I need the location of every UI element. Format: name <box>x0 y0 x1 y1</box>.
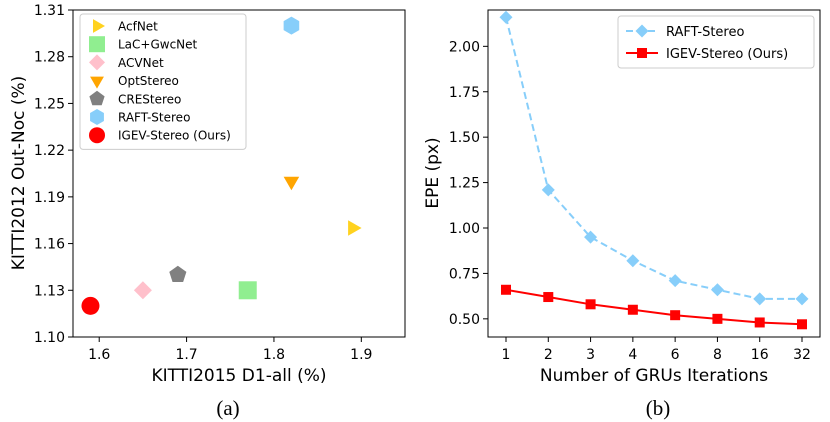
scatter-x-tick-label: 1.6 <box>88 347 110 363</box>
line-series <box>499 10 809 330</box>
line-y-tick-label: 1.25 <box>449 176 480 192</box>
scatter-x-ticks: 1.6 1.7 1.8 1.9 <box>88 337 372 363</box>
series-line-igev-stereo-ours <box>505 288 803 326</box>
data-point-raft-stereo <box>668 274 682 288</box>
data-point-raft-stereo <box>541 183 555 197</box>
scatter-point-raft-stereo <box>283 16 300 35</box>
legend-label-acvnet: ACVNet <box>118 56 164 70</box>
line-y-tick-label: 2.00 <box>449 39 480 55</box>
data-point-raft-stereo <box>795 292 809 306</box>
legend-marker-lac-gwcnet <box>89 36 105 53</box>
legend-marker-crestereo <box>89 90 105 106</box>
legend-label-acfnet: AcfNet <box>118 20 158 34</box>
scatter-y-ticks: 1.10 1.13 1.16 1.19 1.22 1.25 1.28 1.31 <box>34 3 73 346</box>
line-x-tick-label: 16 <box>751 347 769 363</box>
line-y-tick-label: 0.50 <box>449 312 480 328</box>
line-plot-frame <box>487 9 821 338</box>
line-x-ticks: 1 2 3 4 6 8 16 32 <box>502 337 811 363</box>
line-x-tick-label: 1 <box>502 347 511 363</box>
line-legend: RAFT-Stereo IGEV-Stereo (Ours) <box>617 15 815 69</box>
line-y-ticks: 0.50 0.75 1.00 1.25 1.50 1.75 2.00 <box>449 39 488 328</box>
scatter-point-lac-gwcnet <box>238 281 257 300</box>
scatter-y-axis-label: KITTI2012 Out-Noc (%) <box>9 76 29 271</box>
data-point-igev-stereo-ours <box>797 319 807 330</box>
legend-marker-optstereo <box>90 76 104 89</box>
scatter-y-tick-label: 1.25 <box>34 96 65 112</box>
scatter-y-tick-label: 1.22 <box>34 143 65 159</box>
line-x-tick-label: 2 <box>544 347 553 363</box>
series-line-raft-stereo <box>505 17 802 300</box>
legend-marker-igev-stereo-ours <box>637 48 647 58</box>
legend-label-igev-stereo-ours: IGEV-Stereo (Ours) <box>118 129 231 143</box>
line-x-axis-label: Number of GRUs Iterations <box>540 366 768 386</box>
scatter-point-acfnet <box>348 220 362 236</box>
line-x-tick-label: 8 <box>713 347 722 363</box>
line-y-tick-label: 1.75 <box>449 85 480 101</box>
data-point-igev-stereo-ours <box>712 313 723 324</box>
legend-label-optstereo: OptStereo <box>118 74 179 88</box>
scatter-y-tick-label: 1.16 <box>34 237 65 253</box>
line-y-tick-label: 1.50 <box>449 130 480 146</box>
line-x-tick-label: 3 <box>586 347 595 363</box>
scatter-y-tick-label: 1.10 <box>34 330 65 346</box>
data-point-raft-stereo <box>499 10 513 24</box>
scatter-y-tick-label: 1.19 <box>34 190 65 206</box>
scatter-point-optstereo <box>283 176 300 191</box>
scatter-x-tick-label: 1.7 <box>175 347 197 363</box>
scatter-x-axis-label: KITTI2015 D1-all (%) <box>151 366 326 386</box>
data-point-igev-stereo-ours <box>670 310 681 321</box>
panel-label-b: (b) <box>646 396 671 420</box>
scatter-point-igev-stereo-ours <box>81 296 100 315</box>
data-point-raft-stereo <box>584 230 598 244</box>
scatter-legend: AcfNet LaC+GwcNet ACVNet OptStereo CREStereo… <box>79 13 247 150</box>
data-point-igev-stereo-ours <box>627 304 638 315</box>
legend-marker-raft-stereo <box>90 109 104 125</box>
line-y-axis-label: EPE (px) <box>423 137 443 208</box>
legend-label-igev-stereo-ours: IGEV-Stereo (Ours) <box>666 47 788 62</box>
scatter-points <box>81 16 362 315</box>
legend-label-raft-stereo: RAFT-Stereo <box>118 111 190 125</box>
line-y-tick-label: 1.00 <box>449 221 480 237</box>
line-x-tick-label: 4 <box>628 347 637 363</box>
legend-marker-acfnet <box>93 19 105 33</box>
legend-label-raft-stereo: RAFT-Stereo <box>666 25 744 40</box>
line-x-tick-label: 32 <box>793 347 811 363</box>
line-y-tick-label: 0.75 <box>449 266 480 282</box>
legend-marker-acvnet <box>89 54 105 71</box>
data-point-igev-stereo-ours <box>585 299 596 310</box>
line-legend-box <box>617 15 815 69</box>
legend-marker-igev-stereo-ours <box>89 127 105 144</box>
data-point-igev-stereo-ours <box>754 317 765 328</box>
data-point-igev-stereo-ours <box>543 292 554 303</box>
scatter-y-tick-label: 1.28 <box>34 50 65 66</box>
scatter-x-tick-label: 1.9 <box>350 347 372 363</box>
scatter-panel: 1.6 1.7 1.8 1.9 1.10 1.13 1.16 1.19 1.22 1.25 1.2… <box>9 3 406 420</box>
scatter-point-crestereo <box>169 265 187 282</box>
legend-label-lac-gwcnet: LaC+GwcNet <box>118 38 198 52</box>
scatter-y-tick-label: 1.13 <box>34 283 65 299</box>
legend-marker-raft-stereo <box>635 24 649 38</box>
data-point-igev-stereo-ours <box>501 284 511 295</box>
scatter-x-tick-label: 1.8 <box>263 347 285 363</box>
scatter-point-acvnet <box>133 281 152 300</box>
scatter-legend-box <box>79 13 247 150</box>
data-point-raft-stereo <box>710 283 724 297</box>
scatter-plot-frame <box>72 9 406 338</box>
data-point-raft-stereo <box>753 292 767 306</box>
legend-label-crestereo: CREStereo <box>118 92 181 106</box>
line-x-tick-label: 6 <box>671 347 680 363</box>
line-panel: 1 2 3 4 6 8 16 32 0.500.751.001.251.501.752.00 … <box>423 9 821 420</box>
panel-label-a: (a) <box>216 396 239 420</box>
data-point-raft-stereo <box>626 254 640 268</box>
scatter-y-tick-label: 1.31 <box>34 3 65 19</box>
